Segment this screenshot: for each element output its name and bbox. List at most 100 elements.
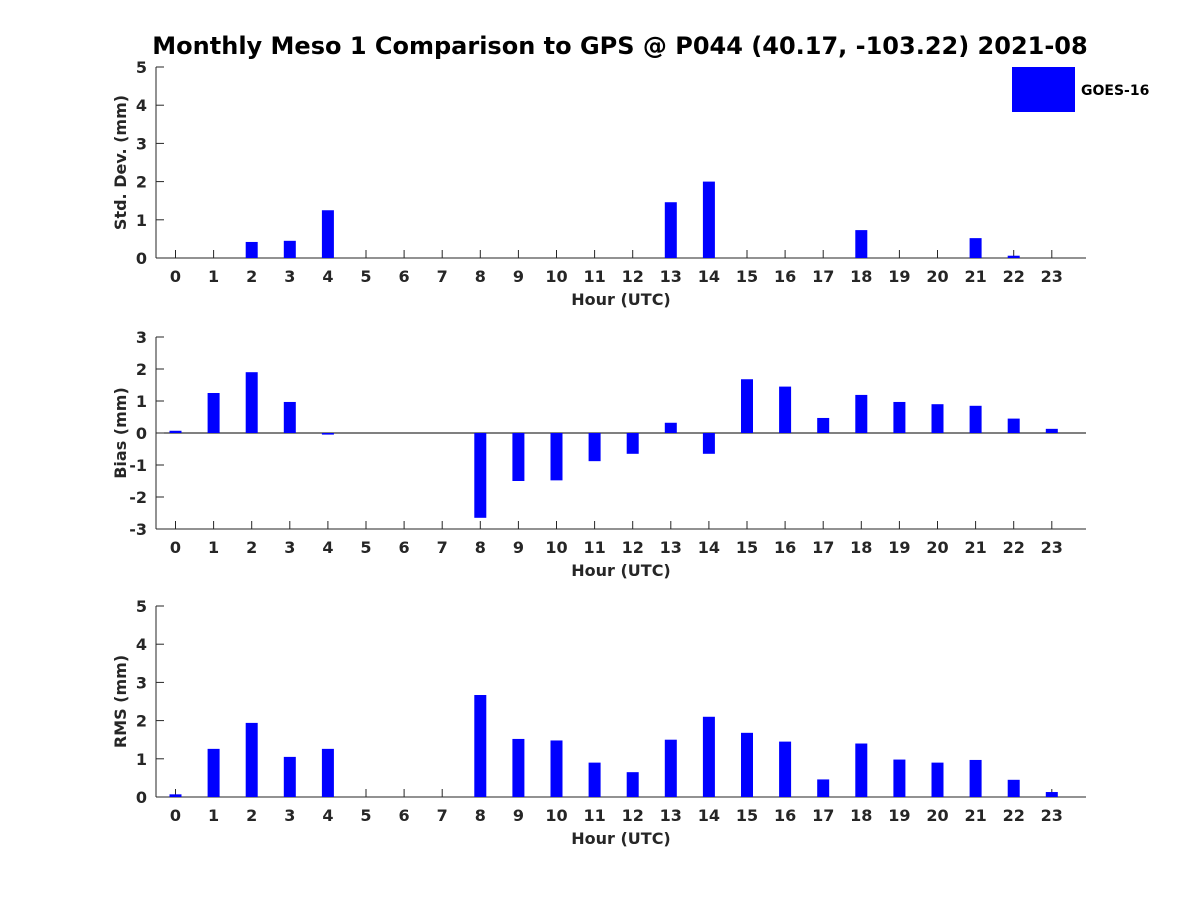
legend-label: GOES-16 xyxy=(1081,83,1149,99)
y-tick-label: 2 xyxy=(136,712,147,731)
bar xyxy=(969,238,982,258)
y-tick-label: 1 xyxy=(136,211,147,230)
bar xyxy=(474,433,487,518)
bar xyxy=(855,394,868,433)
bar xyxy=(817,417,830,433)
bar xyxy=(550,740,563,797)
y-tick-label: 1 xyxy=(136,392,147,411)
x-tick-label: 0 xyxy=(170,806,181,825)
bar xyxy=(1045,428,1058,433)
x-tick-label: 11 xyxy=(583,538,605,557)
x-tick-label: 13 xyxy=(660,267,682,286)
x-tick-label: 3 xyxy=(284,267,295,286)
bar xyxy=(969,759,982,797)
bar xyxy=(702,181,715,258)
x-tick-label: 0 xyxy=(170,267,181,286)
bar xyxy=(321,748,334,797)
bar xyxy=(321,210,334,258)
x-tick-label: 8 xyxy=(475,538,486,557)
x-tick-label: 20 xyxy=(926,806,948,825)
x-tick-label: 4 xyxy=(322,267,333,286)
x-tick-label: 20 xyxy=(926,267,948,286)
x-tick-label: 23 xyxy=(1041,806,1063,825)
x-tick-label: 3 xyxy=(284,806,295,825)
x-tick-label: 18 xyxy=(850,538,872,557)
x-tick-label: 19 xyxy=(888,267,910,286)
bar xyxy=(1007,255,1020,258)
x-tick-label: 6 xyxy=(399,806,410,825)
x-tick-label: 16 xyxy=(774,267,796,286)
bar xyxy=(283,401,296,433)
x-tick-label: 5 xyxy=(360,806,371,825)
y-tick-label: 5 xyxy=(136,597,147,616)
y-tick-label: 2 xyxy=(136,360,147,379)
bar xyxy=(931,404,944,433)
x-tick-label: 6 xyxy=(399,538,410,557)
bar xyxy=(893,759,906,797)
y-tick-label: 2 xyxy=(136,173,147,192)
x-tick-label: 14 xyxy=(698,806,720,825)
y-tick-label: 1 xyxy=(136,750,147,769)
x-axis-label: Hour (UTC) xyxy=(571,829,671,848)
x-tick-label: 22 xyxy=(1003,538,1025,557)
bar xyxy=(855,230,868,258)
bar xyxy=(588,762,601,797)
x-axis-label: Hour (UTC) xyxy=(571,561,671,580)
x-axis-label: Hour (UTC) xyxy=(571,290,671,309)
bar xyxy=(512,738,525,797)
y-axis-label: RMS (mm) xyxy=(111,655,130,748)
bar xyxy=(245,372,258,433)
y-tick-label: 4 xyxy=(136,635,147,654)
x-tick-label: 10 xyxy=(545,538,567,557)
bar xyxy=(626,433,639,454)
bar xyxy=(817,779,830,797)
bar xyxy=(931,762,944,797)
bar xyxy=(245,241,258,258)
bar xyxy=(664,202,677,258)
x-tick-label: 20 xyxy=(926,538,948,557)
x-tick-label: 1 xyxy=(208,538,219,557)
x-tick-label: 23 xyxy=(1041,267,1063,286)
x-tick-label: 9 xyxy=(513,267,524,286)
x-tick-label: 17 xyxy=(812,267,834,286)
x-tick-label: 5 xyxy=(360,267,371,286)
bar xyxy=(893,401,906,433)
legend-swatch xyxy=(1012,67,1075,112)
bar xyxy=(283,240,296,258)
x-tick-label: 12 xyxy=(622,267,644,286)
x-tick-label: 23 xyxy=(1041,538,1063,557)
bar xyxy=(474,695,487,797)
bar xyxy=(702,716,715,797)
x-tick-label: 8 xyxy=(475,806,486,825)
x-tick-label: 3 xyxy=(284,538,295,557)
bar xyxy=(512,433,525,481)
x-tick-label: 18 xyxy=(850,806,872,825)
x-tick-label: 12 xyxy=(622,806,644,825)
x-tick-label: 18 xyxy=(850,267,872,286)
x-tick-label: 2 xyxy=(246,806,257,825)
bar xyxy=(207,748,220,797)
bar xyxy=(588,433,601,462)
x-tick-label: 13 xyxy=(660,538,682,557)
x-tick-label: 9 xyxy=(513,538,524,557)
x-tick-label: 13 xyxy=(660,806,682,825)
x-tick-label: 21 xyxy=(964,267,986,286)
x-tick-label: 14 xyxy=(698,267,720,286)
x-tick-label: 2 xyxy=(246,538,257,557)
x-tick-label: 7 xyxy=(437,538,448,557)
x-tick-label: 11 xyxy=(583,267,605,286)
chart-title: Monthly Meso 1 Comparison to GPS @ P044 … xyxy=(152,32,1087,60)
y-tick-label: 3 xyxy=(136,328,147,347)
bar xyxy=(741,379,753,433)
x-tick-label: 7 xyxy=(437,267,448,286)
x-tick-label: 9 xyxy=(513,806,524,825)
x-tick-label: 1 xyxy=(208,267,219,286)
bar xyxy=(779,386,792,433)
y-tick-label: -1 xyxy=(129,456,147,475)
bar xyxy=(664,739,677,797)
bar xyxy=(969,405,982,433)
bar xyxy=(779,741,792,797)
